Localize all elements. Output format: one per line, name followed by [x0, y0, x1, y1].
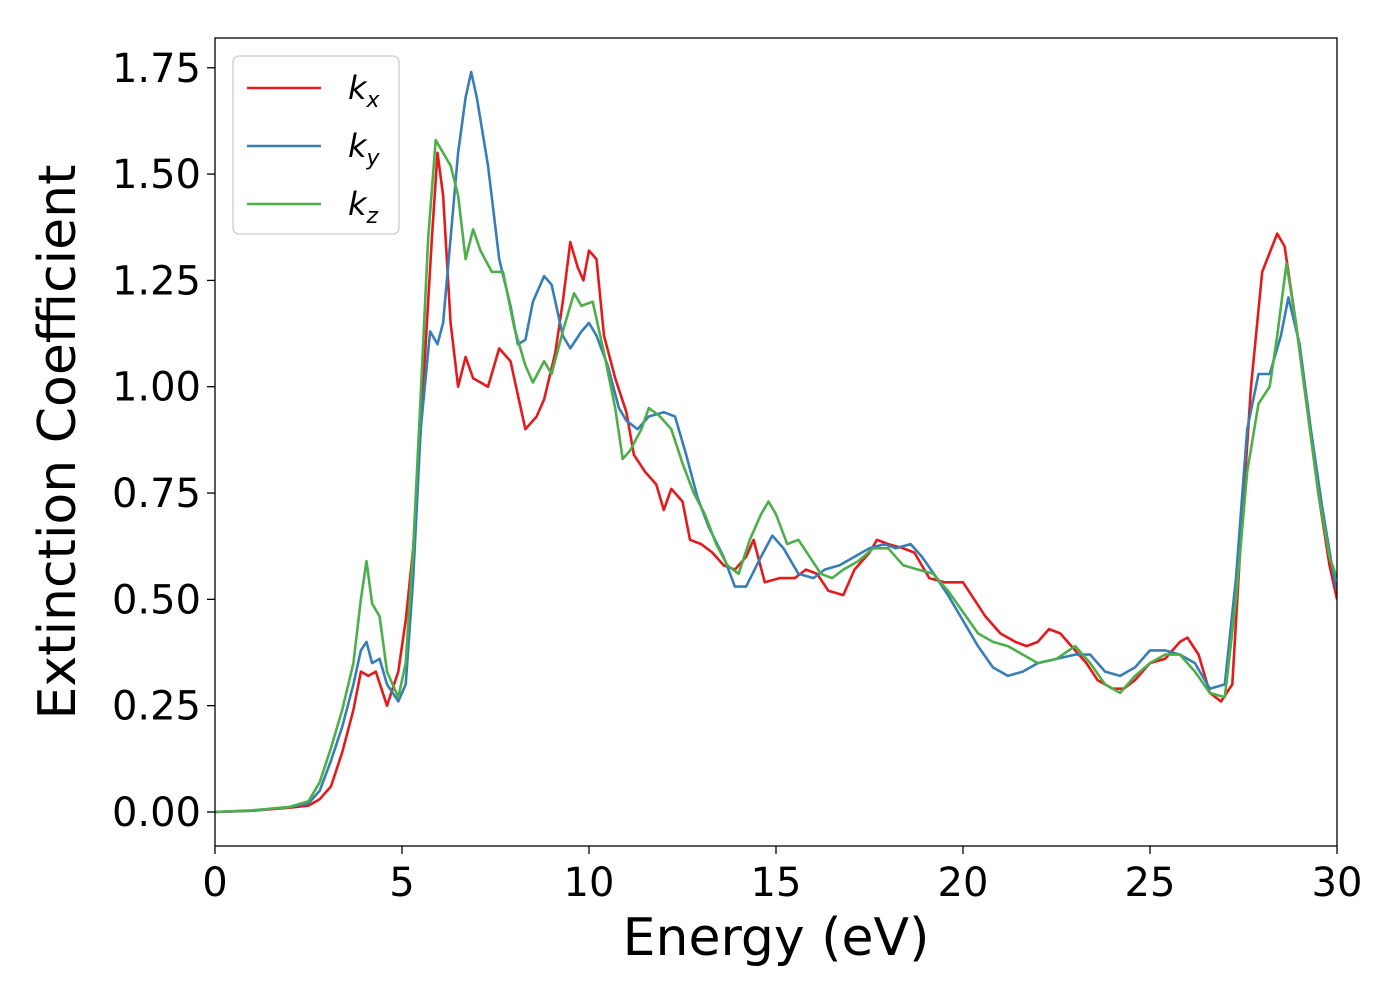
- x-tick-label: 5: [389, 860, 414, 906]
- y-tick-label: 1.00: [112, 365, 201, 411]
- legend-label-kx: kx: [348, 69, 381, 113]
- x-tick-label: 30: [1312, 860, 1363, 906]
- x-tick-label: 25: [1125, 860, 1176, 906]
- y-tick-label: 0.75: [112, 471, 201, 517]
- y-tick-label: 0.50: [112, 577, 201, 623]
- y-tick-label: 1.50: [112, 152, 201, 198]
- x-axis-title: Energy (eV): [623, 908, 930, 968]
- y-tick-label: 0.00: [112, 790, 201, 836]
- series-layer: [215, 70, 1337, 814]
- x-axis: 0 5 10 15 20 25 30: [202, 846, 1362, 906]
- y-tick-label: 1.25: [112, 258, 201, 304]
- x-tick-label: 15: [751, 860, 802, 906]
- y-axis-title: Extinction Coefficient: [28, 165, 88, 720]
- x-tick-label: 20: [938, 860, 989, 906]
- x-tick-label: 0: [202, 860, 227, 906]
- y-axis: 0.00 0.25 0.50 0.75 1.00 1.25 1.50 1.75: [112, 46, 215, 836]
- y-tick-label: 1.75: [112, 46, 201, 92]
- legend-label-ky: ky: [348, 127, 381, 171]
- series-line-kz: [215, 138, 1337, 814]
- x-tick-label: 10: [564, 860, 615, 906]
- y-tick-label: 0.25: [112, 684, 201, 730]
